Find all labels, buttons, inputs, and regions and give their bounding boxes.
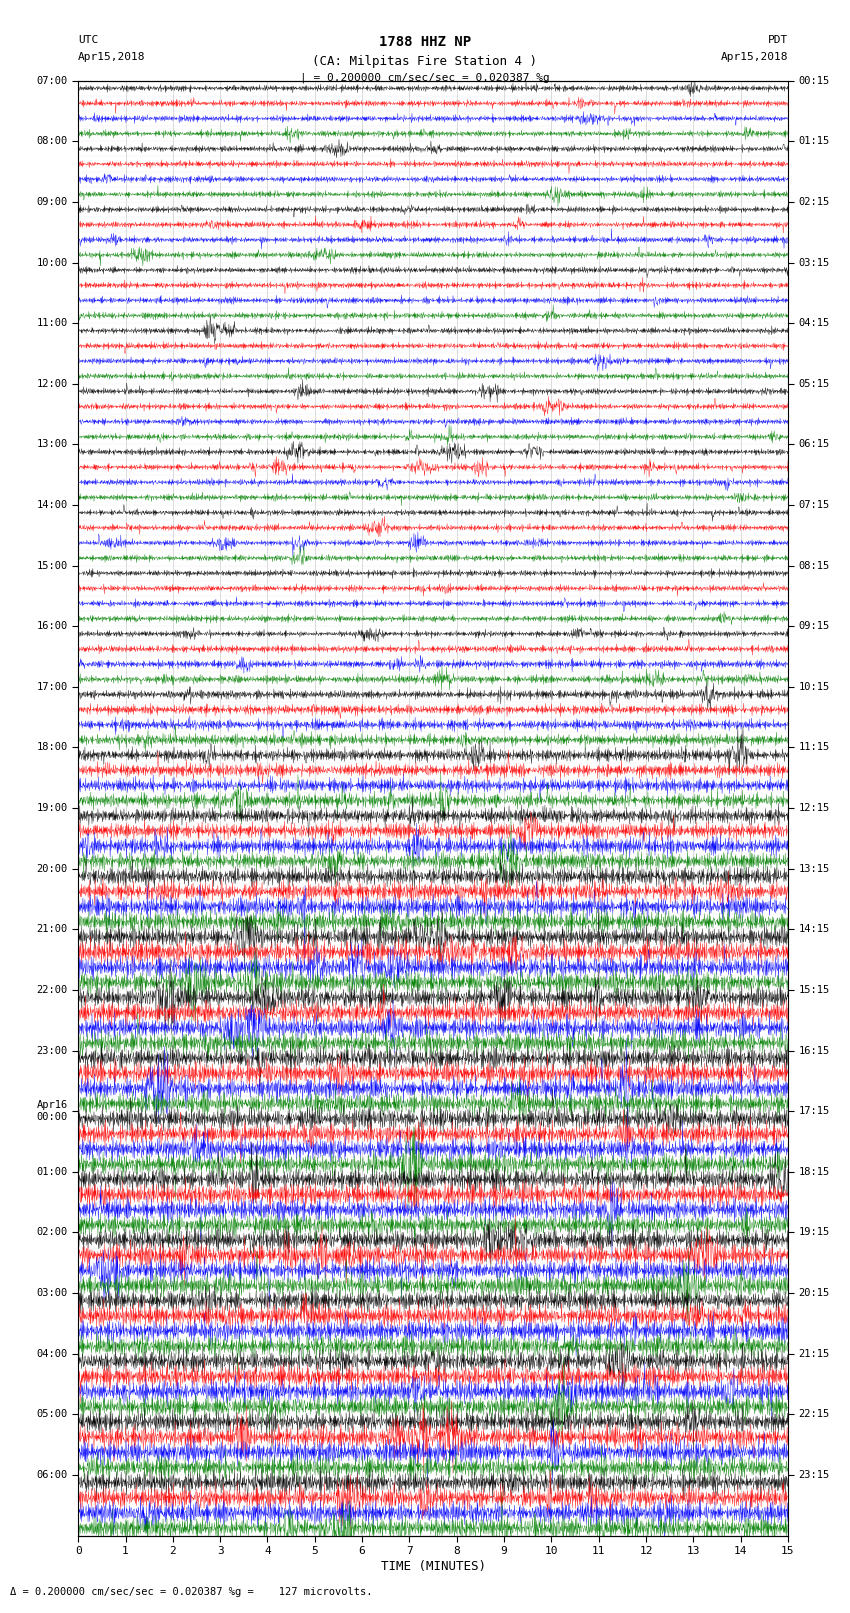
Text: PDT: PDT bbox=[768, 35, 788, 45]
Text: Apr15,2018: Apr15,2018 bbox=[78, 52, 145, 61]
Text: (CA: Milpitas Fire Station 4 ): (CA: Milpitas Fire Station 4 ) bbox=[313, 55, 537, 68]
Text: 1788 HHZ NP: 1788 HHZ NP bbox=[379, 35, 471, 50]
Text: Δ = 0.200000 cm/sec/sec = 0.020387 %g =    127 microvolts.: Δ = 0.200000 cm/sec/sec = 0.020387 %g = … bbox=[10, 1587, 372, 1597]
Text: | = 0.200000 cm/sec/sec = 0.020387 %g: | = 0.200000 cm/sec/sec = 0.020387 %g bbox=[300, 73, 550, 84]
Text: Apr15,2018: Apr15,2018 bbox=[721, 52, 788, 61]
X-axis label: TIME (MINUTES): TIME (MINUTES) bbox=[381, 1560, 485, 1573]
Text: UTC: UTC bbox=[78, 35, 99, 45]
